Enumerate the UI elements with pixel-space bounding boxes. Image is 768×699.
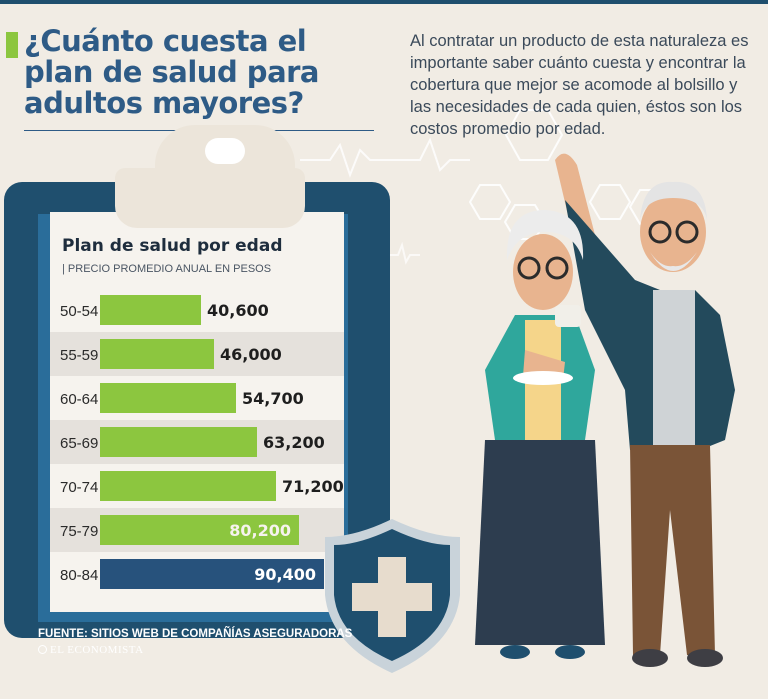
value-label: 40,600 bbox=[207, 301, 269, 320]
category-label: 75-79 bbox=[60, 523, 98, 540]
heartbeat-line-decoration bbox=[300, 137, 470, 178]
elderly-couple-illustration bbox=[475, 153, 735, 667]
bar bbox=[100, 515, 299, 545]
bar bbox=[100, 559, 324, 589]
headline-accent bbox=[6, 32, 18, 58]
bar-chart: 50-54 40,600 55-59 46,000 60-64 54,700 65-69 63… bbox=[50, 288, 344, 596]
chart-title: Plan de salud por edad bbox=[62, 236, 283, 256]
category-label: 50-54 bbox=[60, 303, 98, 320]
intro-text: Al contratar un producto de esta natural… bbox=[410, 32, 749, 138]
medical-shield-icon bbox=[325, 519, 460, 673]
value-label: 63,200 bbox=[263, 433, 325, 452]
chart-subtitle: | PRECIO PROMEDIO ANUAL EN PESOS bbox=[62, 263, 272, 275]
clip-hole bbox=[205, 138, 245, 164]
category-label: 60-64 bbox=[60, 391, 98, 408]
category-label: 80-84 bbox=[60, 567, 98, 584]
top-rule bbox=[0, 0, 768, 4]
value-label: 71,200 bbox=[282, 477, 344, 496]
footer-brand: EL ECONOMISTA bbox=[38, 644, 144, 656]
category-label: 70-74 bbox=[60, 479, 98, 496]
woman-figure bbox=[475, 210, 605, 659]
brand-logo-icon bbox=[38, 645, 47, 654]
man-figure bbox=[555, 153, 735, 667]
headline: ¿Cuánto cuesta el plan de salud para adu… bbox=[24, 24, 320, 120]
brand-name: EL ECONOMISTA bbox=[50, 644, 144, 656]
bar bbox=[100, 295, 201, 325]
bar bbox=[100, 339, 214, 369]
category-label: 55-59 bbox=[60, 347, 98, 364]
footer-source: FUENTE: SITIOS WEB DE COMPAÑÍAS ASEGURAD… bbox=[38, 628, 353, 640]
bar bbox=[100, 383, 236, 413]
value-label: 80,200 bbox=[229, 521, 291, 540]
value-label: 90,400 bbox=[254, 565, 316, 584]
bar bbox=[100, 471, 276, 501]
bar bbox=[100, 427, 257, 457]
value-label: 46,000 bbox=[220, 345, 282, 364]
category-label: 65-69 bbox=[60, 435, 98, 452]
value-label: 54,700 bbox=[242, 389, 304, 408]
